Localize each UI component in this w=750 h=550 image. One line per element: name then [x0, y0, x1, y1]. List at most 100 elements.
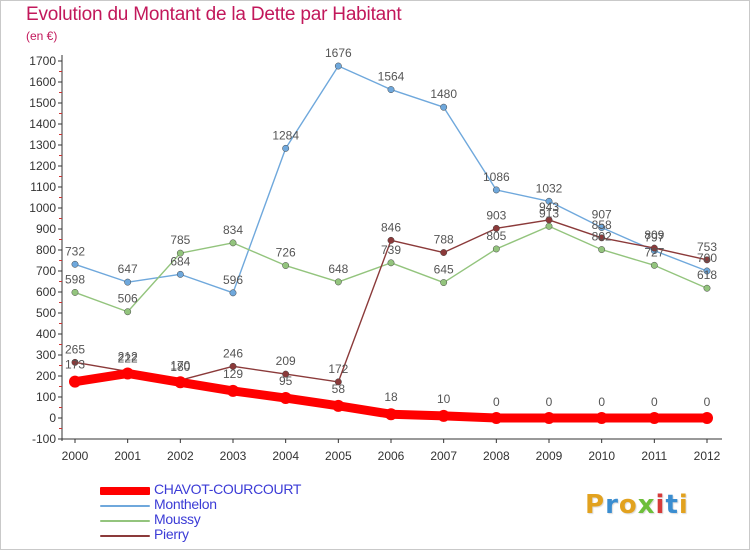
y-tick-label: 1700: [29, 54, 56, 68]
data-label-monthelon: 1564: [378, 70, 405, 84]
x-tick-label: 2008: [483, 449, 510, 463]
y-tick-label: 500: [36, 306, 56, 320]
logo-letter: x: [637, 490, 656, 520]
y-tick-label: 1200: [29, 159, 56, 173]
data-label-monthelon: 797: [644, 231, 664, 245]
y-tick-label: 200: [36, 369, 56, 383]
logo-letter: i: [655, 490, 666, 520]
logo-letter: P: [585, 490, 606, 520]
y-tick-label: 300: [36, 348, 56, 362]
data-label-moussy: 726: [276, 246, 296, 260]
data-label-chavot-courcourt: 129: [223, 367, 243, 381]
y-tick-label: 1000: [29, 201, 56, 215]
data-label-pierry: 809: [644, 228, 664, 242]
data-label-chavot-courcourt: 170: [170, 358, 190, 372]
data-point-moussy: [545, 222, 553, 230]
data-label-monthelon: 700: [697, 251, 717, 265]
data-point-pierry: [282, 370, 290, 378]
data-label-chavot-courcourt: 212: [118, 349, 138, 363]
legend-swatch: [100, 505, 150, 507]
data-label-chavot-courcourt: 10: [437, 392, 451, 406]
data-label-pierry: 858: [592, 218, 612, 232]
data-point-chavot-courcourt: [543, 412, 555, 424]
y-tick-label: 600: [36, 285, 56, 299]
chart-title: Evolution du Montant de la Dette par Hab…: [26, 4, 402, 25]
data-point-moussy: [71, 288, 79, 296]
x-tick-label: 2006: [378, 449, 405, 463]
data-label-pierry: 753: [697, 240, 717, 254]
x-tick-label: 2007: [430, 449, 457, 463]
x-tick-label: 2009: [536, 449, 563, 463]
logo-letter: t: [665, 490, 679, 520]
data-point-pierry: [229, 362, 237, 370]
data-point-pierry: [71, 358, 79, 366]
data-label-moussy: 913: [539, 206, 559, 220]
data-point-monthelon: [440, 103, 448, 111]
data-label-moussy: 785: [170, 233, 190, 247]
data-label-pierry: 903: [486, 208, 506, 222]
data-label-moussy: 805: [486, 229, 506, 243]
data-point-pierry: [545, 216, 553, 224]
data-label-moussy: 645: [434, 263, 454, 277]
data-label-monthelon: 732: [65, 244, 85, 258]
data-point-monthelon: [229, 289, 237, 297]
data-point-moussy: [282, 262, 290, 269]
series-layer: [69, 62, 713, 424]
data-label-chavot-courcourt: 18: [384, 390, 398, 404]
legend-swatch: [100, 487, 150, 495]
data-point-monthelon: [545, 197, 553, 205]
data-label-monthelon: 684: [170, 254, 190, 268]
data-point-monthelon: [598, 224, 606, 231]
x-tick-label: 2010: [588, 449, 615, 463]
data-label-chavot-courcourt: 0: [546, 395, 553, 409]
data-label-chavot-courcourt: 58: [332, 382, 346, 396]
y-tick-label: 1300: [29, 138, 56, 152]
legend-label: Monthelon: [154, 496, 217, 512]
data-label-chavot-courcourt: 0: [493, 395, 500, 409]
data-point-monthelon: [176, 270, 184, 278]
data-point-chavot-courcourt: [279, 392, 292, 405]
data-label-monthelon: 907: [592, 208, 612, 222]
y-tick-label: 700: [36, 264, 56, 278]
x-tick-label: 2005: [325, 449, 352, 463]
x-tick-label: 2001: [114, 449, 141, 463]
x-tick-label: 2003: [220, 449, 247, 463]
chart-axes: -100010020030040050060070080090010001100…: [29, 54, 722, 463]
legend-label: CHAVOT-COURCOURT: [154, 481, 302, 497]
data-point-chavot-courcourt: [490, 412, 503, 424]
data-point-monthelon: [387, 86, 395, 94]
x-tick-label: 2000: [62, 449, 89, 463]
data-point-pierry: [492, 224, 500, 232]
data-point-chavot-courcourt: [174, 376, 187, 389]
data-point-monthelon: [334, 62, 342, 70]
data-label-chavot-courcourt: 173: [65, 358, 85, 372]
data-point-chavot-courcourt: [701, 412, 713, 424]
data-label-moussy: 618: [697, 268, 717, 282]
data-point-moussy: [334, 278, 342, 286]
data-point-chavot-courcourt: [332, 399, 345, 412]
y-tick-label: 800: [36, 243, 56, 257]
y-tick-label: 1600: [29, 75, 56, 89]
data-label-pierry: 943: [539, 200, 559, 214]
legend-swatch: [100, 535, 150, 537]
data-point-monthelon: [492, 186, 500, 194]
data-label-moussy: 648: [328, 262, 348, 276]
data-point-moussy: [650, 261, 658, 269]
data-point-chavot-courcourt: [595, 412, 608, 424]
y-tick-label: 100: [36, 390, 56, 404]
logo-letter: i: [678, 490, 689, 520]
data-label-chavot-courcourt: 95: [279, 374, 293, 388]
data-point-moussy: [124, 308, 132, 316]
data-point-pierry: [387, 236, 395, 244]
data-point-chavot-courcourt: [121, 367, 134, 380]
legend-swatch: [100, 520, 150, 522]
x-tick-label: 2004: [272, 449, 299, 463]
data-point-moussy: [598, 246, 606, 254]
y-tick-label: 900: [36, 222, 56, 236]
data-label-pierry: 846: [381, 220, 401, 234]
data-label-moussy: 598: [65, 272, 85, 286]
data-label-monthelon: 1284: [272, 128, 299, 142]
data-point-moussy: [703, 284, 711, 292]
data-label-moussy: 834: [223, 223, 243, 237]
data-point-chavot-courcourt: [648, 412, 661, 424]
